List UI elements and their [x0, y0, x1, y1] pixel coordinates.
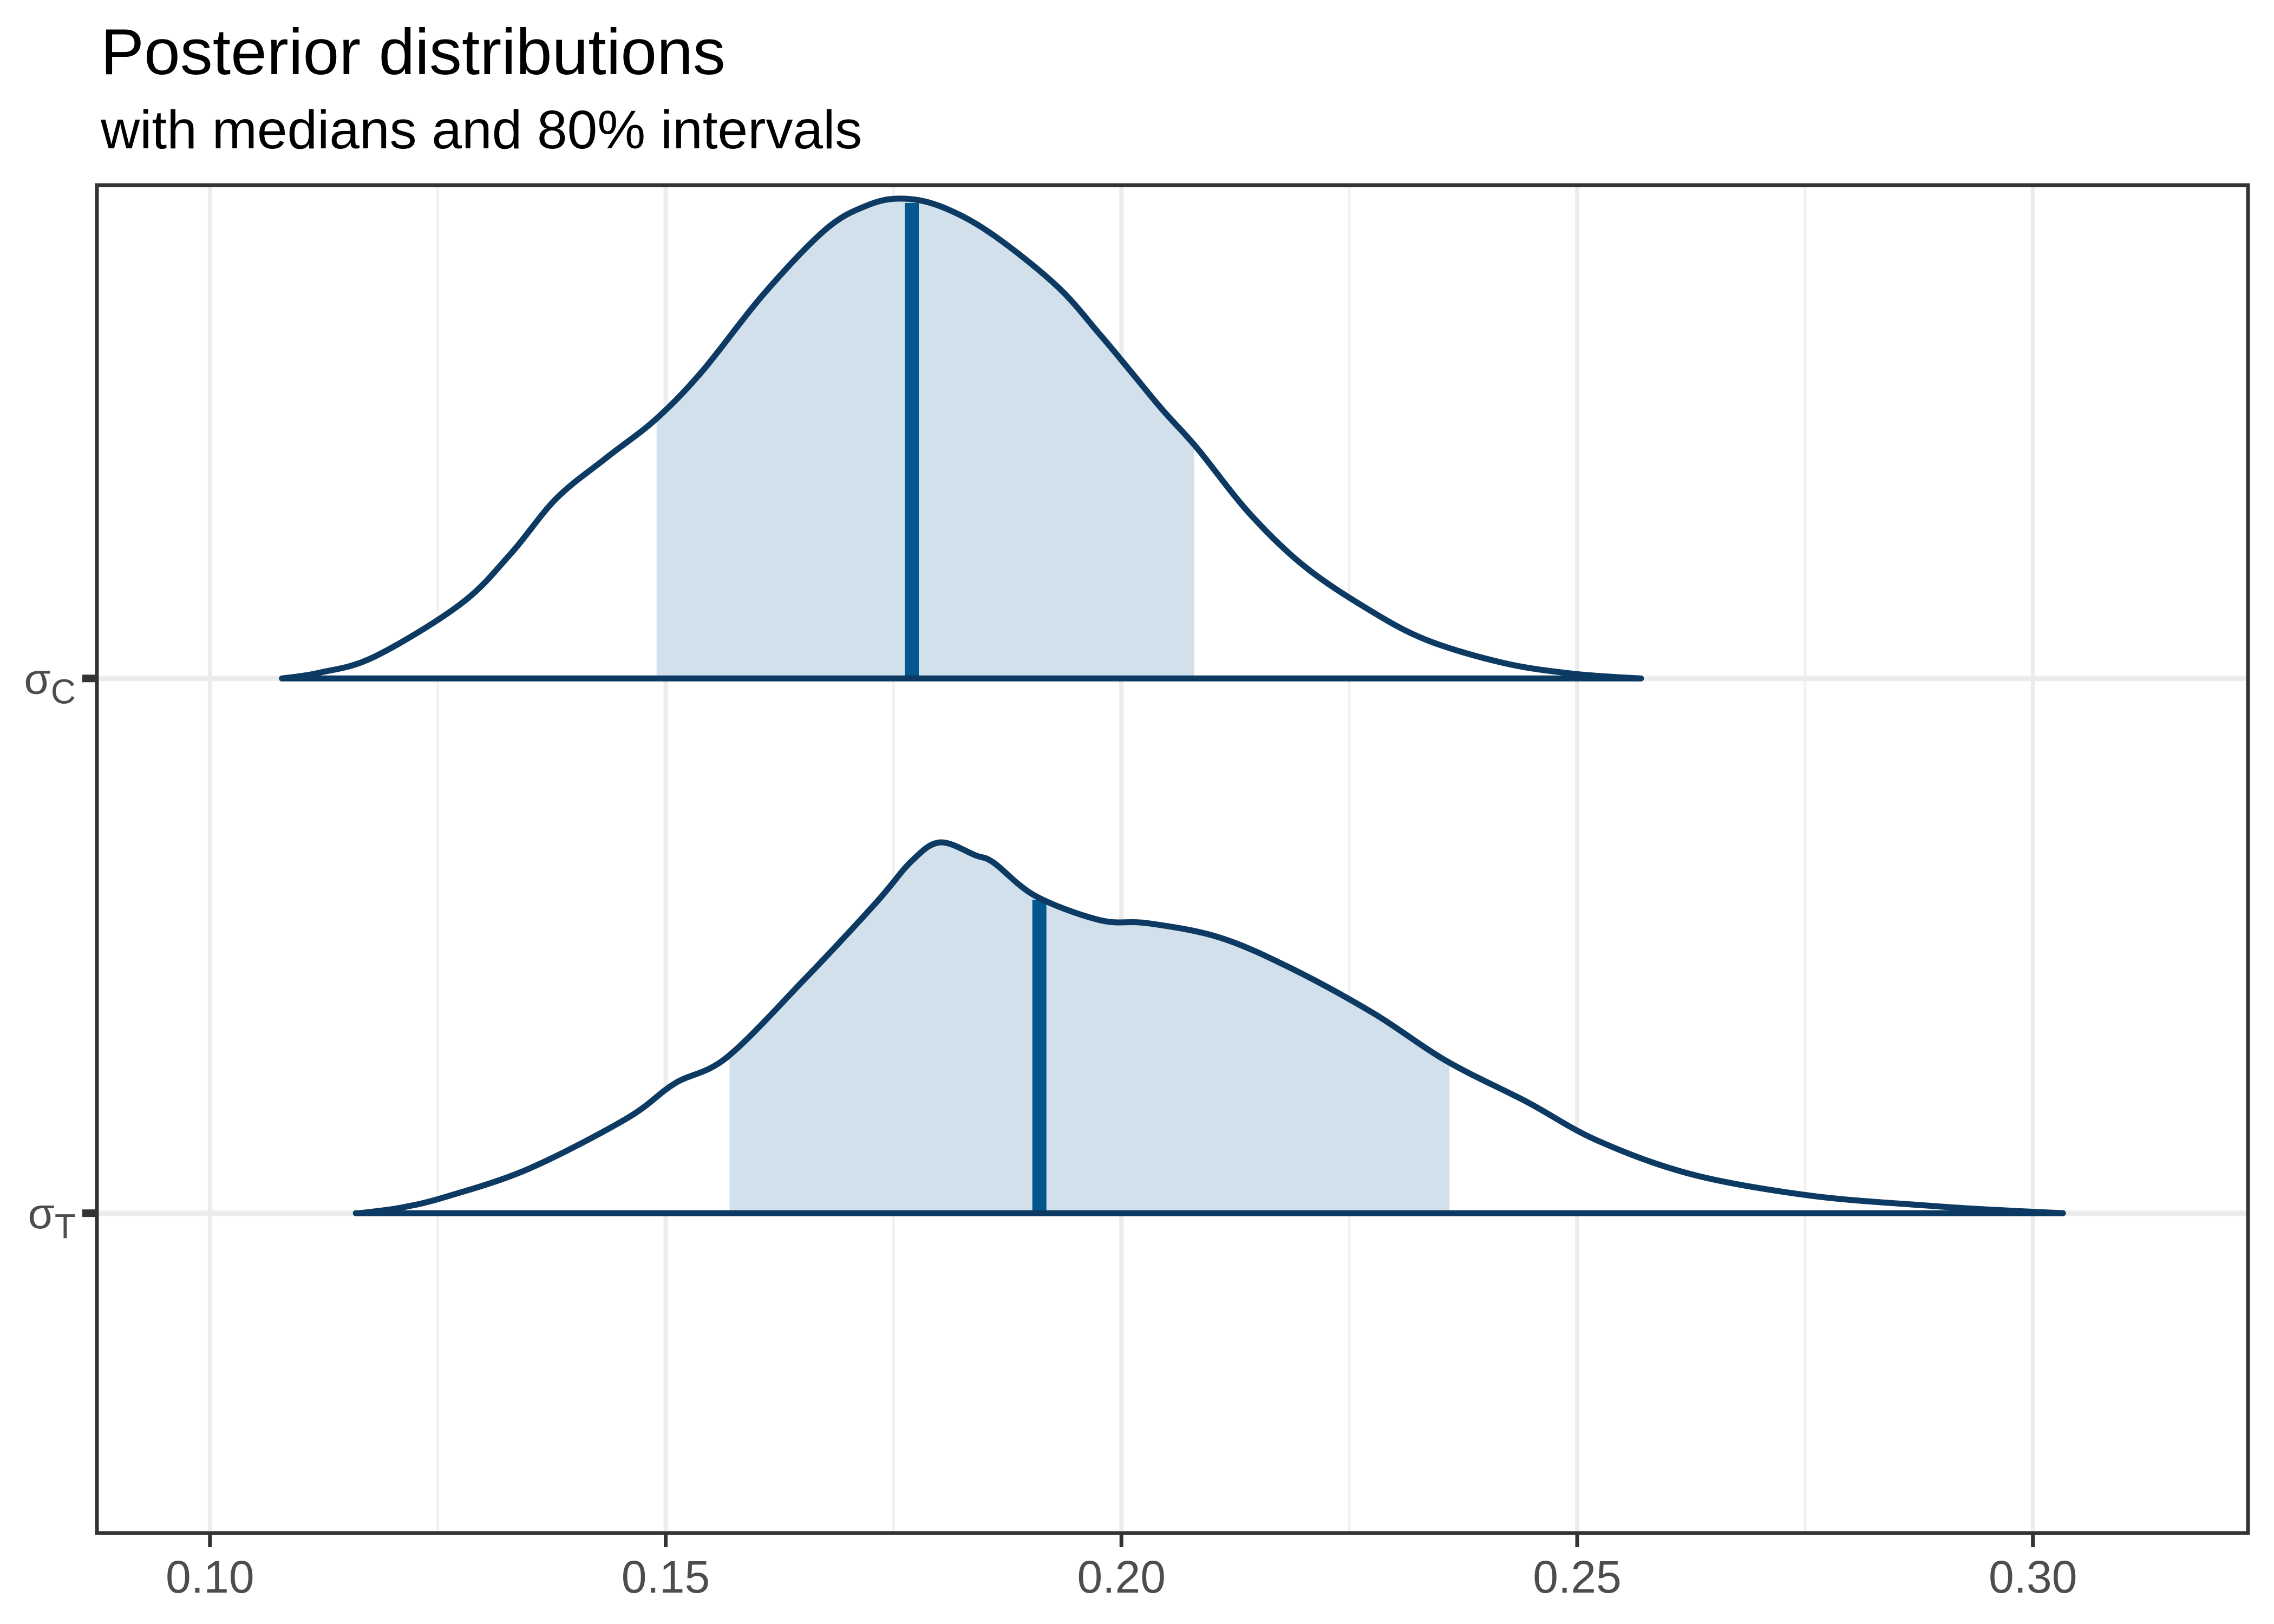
- density-outline-sigma_T: [356, 839, 2066, 1216]
- density-outline-sigma_C: [279, 195, 1642, 682]
- panel-background: [97, 185, 2248, 1533]
- interval-fill-sigma_C: [656, 198, 1194, 679]
- x-tick-label: 0.30: [1989, 1551, 2077, 1602]
- panel-border: [95, 183, 2250, 1535]
- y-axis-label-sigma_T: σT: [28, 1189, 76, 1246]
- x-tick-label: 0.20: [1077, 1551, 1166, 1602]
- x-tick-label: 0.10: [166, 1551, 254, 1602]
- chart-title: Posterior distributions: [101, 16, 726, 88]
- interval-fill-sigma_T: [729, 842, 1450, 1214]
- x-tick-label: 0.25: [1533, 1551, 1622, 1602]
- y-axis-label-sigma_C: σC: [24, 654, 76, 711]
- x-tick-label: 0.15: [622, 1551, 710, 1602]
- chart-subtitle: with medians and 80% intervals: [101, 100, 862, 160]
